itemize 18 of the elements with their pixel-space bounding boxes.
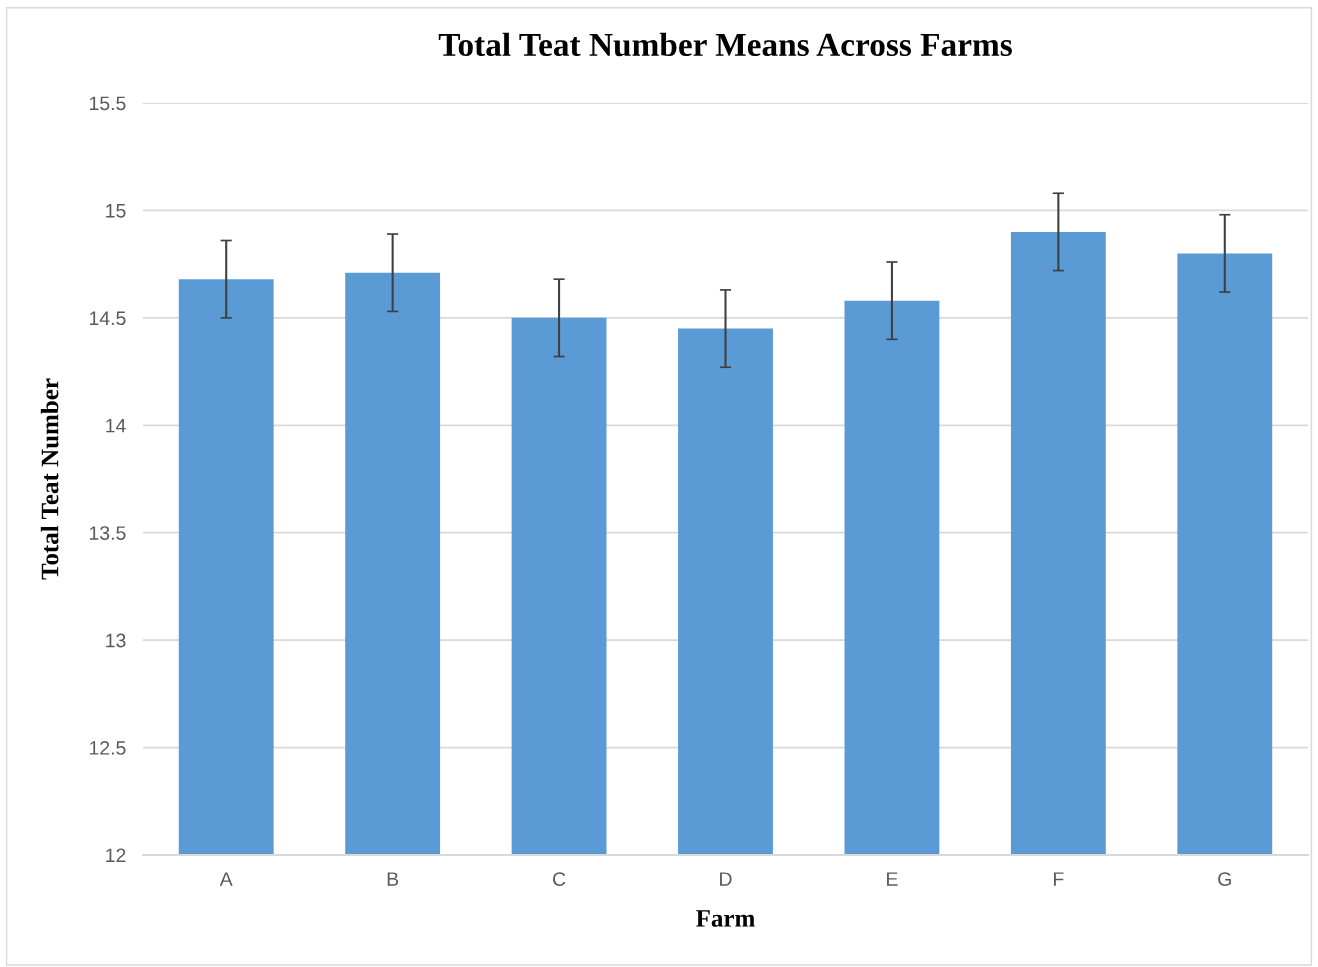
chart-title: Total Teat Number Means Across Farms bbox=[438, 32, 1012, 57]
y-tick-label: 12.5 bbox=[89, 741, 126, 755]
x-tick-label: A bbox=[219, 872, 233, 886]
y-tick-label: 15.5 bbox=[89, 96, 126, 111]
y-tick-label: 14 bbox=[106, 418, 126, 433]
y-tick-label: 15 bbox=[106, 204, 126, 218]
x-tick-label: E bbox=[887, 872, 898, 886]
x-tick-label: B bbox=[387, 872, 399, 886]
y-axis-title: Total Teat Number bbox=[40, 378, 59, 580]
y-tick-label: 13.5 bbox=[89, 526, 126, 540]
y-tick-label: 13 bbox=[106, 633, 126, 648]
x-tick-label: F bbox=[1054, 872, 1064, 886]
y-tick-label: 12 bbox=[106, 848, 126, 863]
y-tick-label: 14.5 bbox=[89, 311, 126, 326]
x-tick-label: D bbox=[720, 872, 732, 886]
x-axis-title: Farm bbox=[696, 910, 755, 927]
x-tick-label: C bbox=[553, 872, 566, 886]
x-tick-label: G bbox=[1218, 872, 1231, 886]
